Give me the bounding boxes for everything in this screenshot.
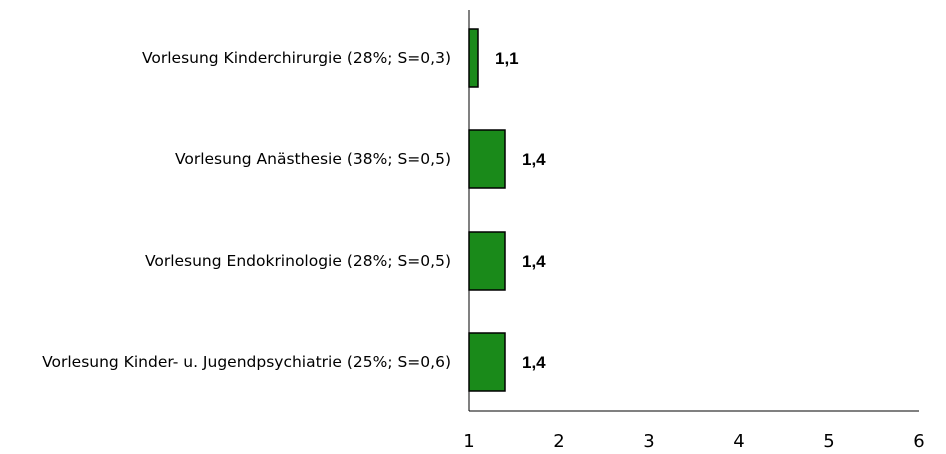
value-label: 1,4 [522,252,546,271]
category-label: Vorlesung Kinder- u. Jugendpsychiatrie (… [42,353,451,371]
value-label: 1,4 [522,150,546,169]
x-tick-label: 2 [553,431,564,452]
category-label: Vorlesung Kinderchirurgie (28%; S=0,3) [142,49,451,67]
x-tick-label: 6 [913,431,924,452]
x-tick-label: 5 [823,431,834,452]
value-label: 1,1 [495,49,519,68]
bar [468,332,506,392]
category-label: Vorlesung Anästhesie (38%; S=0,5) [175,150,451,168]
x-tick-label: 3 [643,431,654,452]
bar [468,129,506,189]
x-tick-label: 4 [733,431,744,452]
x-tick-label: 1 [463,431,474,452]
bar [468,28,479,88]
bar [468,231,506,291]
value-label: 1,4 [522,353,546,372]
category-label: Vorlesung Endokrinologie (28%; S=0,5) [145,252,451,270]
